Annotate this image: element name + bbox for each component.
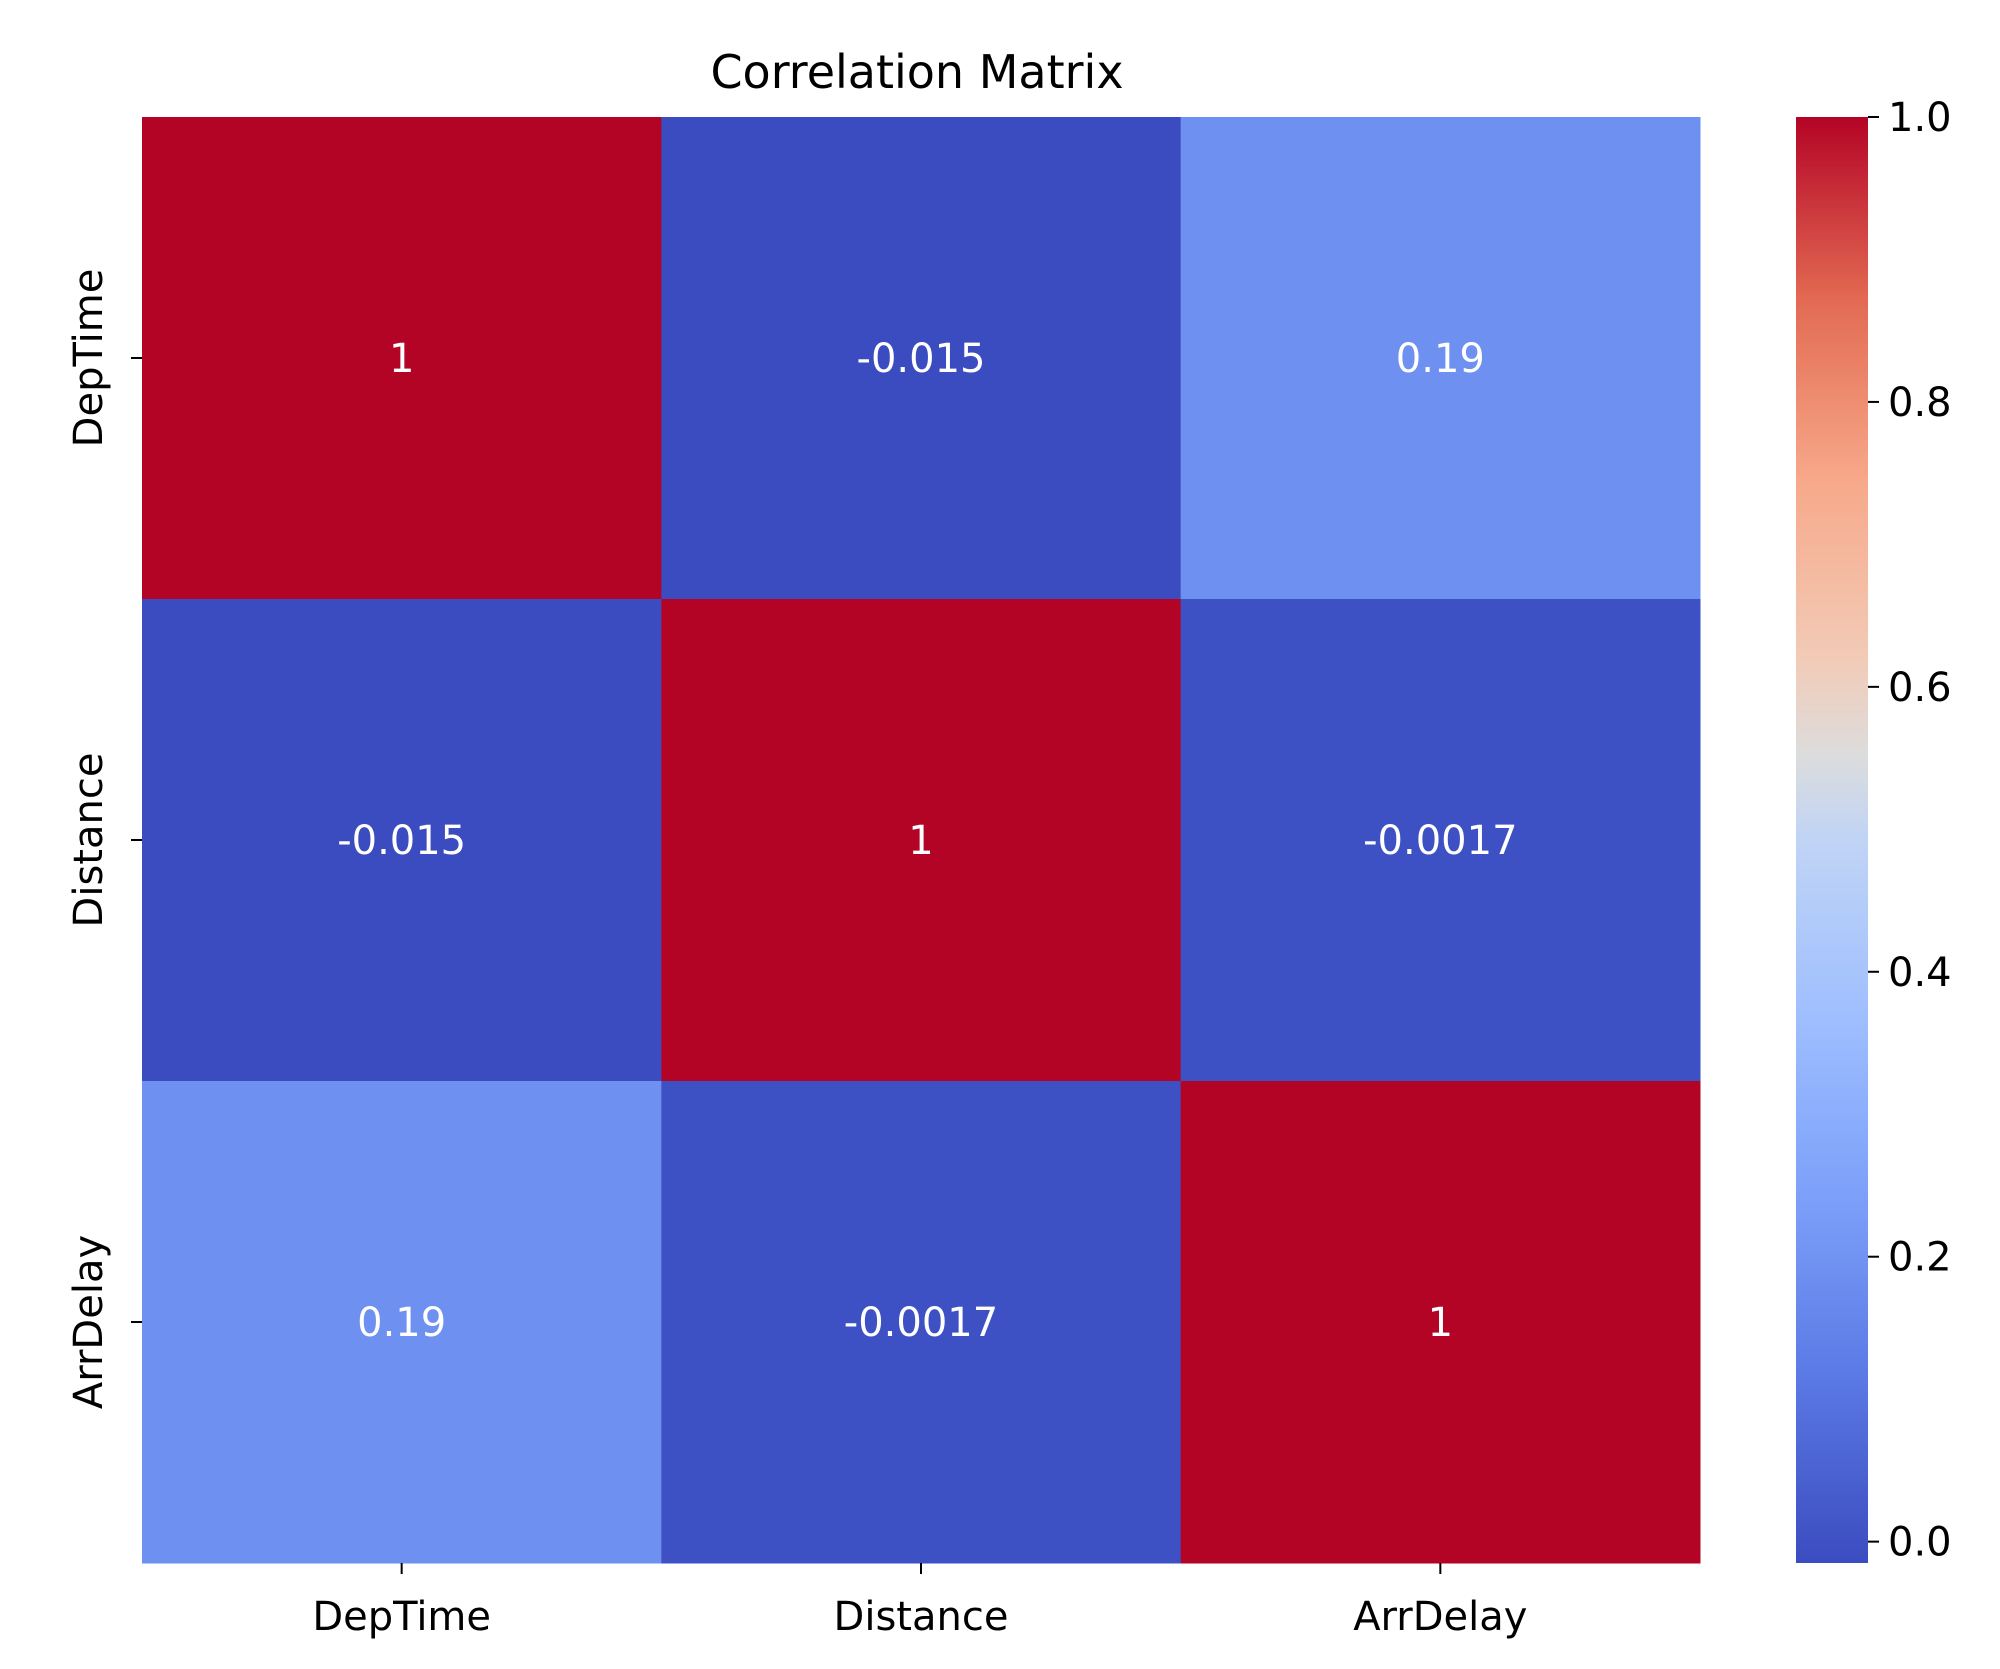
colorbar-tick-label: 1.0	[1888, 95, 1952, 141]
heatmap-cell	[661, 599, 1182, 1082]
y-tick-label: Distance	[66, 753, 112, 928]
heatmap-cell	[1180, 1081, 1701, 1564]
colorbar-tick-label: 0.6	[1888, 665, 1952, 711]
heatmap-cell	[661, 117, 1182, 600]
colorbar-gradient	[1796, 117, 1868, 1563]
chart-title: Correlation Matrix	[710, 45, 1123, 99]
x-tick-label: ArrDelay	[1353, 1594, 1527, 1640]
heatmap-cell	[1180, 117, 1701, 600]
cell-annotation: -0.0017	[1363, 818, 1517, 864]
colorbar-tick-label: 0.0	[1888, 1520, 1952, 1566]
cell-annotation: 1	[389, 336, 414, 382]
heatmap-cell	[661, 1081, 1182, 1564]
x-tick-label: DepTime	[312, 1594, 491, 1640]
colorbar-tick-label: 0.4	[1888, 950, 1952, 996]
heatmap-cell	[1180, 599, 1701, 1082]
colorbar-tick-label: 0.8	[1888, 380, 1952, 426]
cell-annotation: 0.19	[357, 1300, 446, 1346]
cell-annotation: 1	[908, 818, 933, 864]
cell-annotation: 0.19	[1396, 336, 1485, 382]
x-tick-label: Distance	[834, 1594, 1009, 1640]
y-tick-label: ArrDelay	[66, 1235, 112, 1409]
y-tick-label: DepTime	[66, 269, 112, 448]
cell-annotation: -0.015	[337, 818, 466, 864]
heatmap-cell	[142, 599, 662, 1082]
heatmap-cell	[142, 117, 662, 600]
cell-annotation: -0.015	[857, 336, 986, 382]
cell-annotation: -0.0017	[844, 1300, 998, 1346]
colorbar-tick-label: 0.2	[1888, 1235, 1952, 1281]
cell-annotation: 1	[1428, 1300, 1453, 1346]
heatmap-cell	[142, 1081, 662, 1564]
